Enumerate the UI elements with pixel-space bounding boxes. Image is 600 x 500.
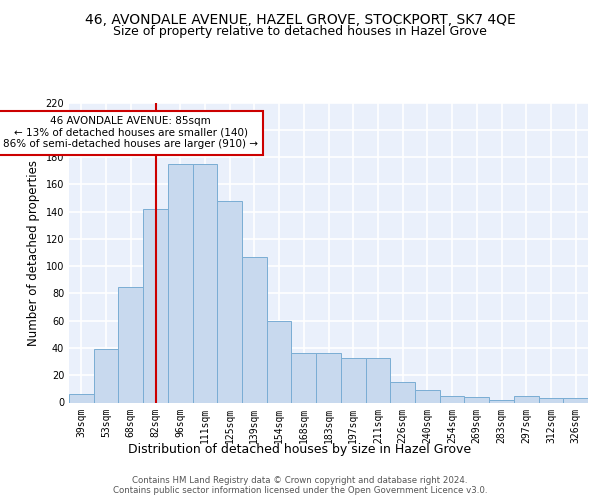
- Bar: [193, 164, 217, 402]
- Y-axis label: Number of detached properties: Number of detached properties: [27, 160, 40, 346]
- Bar: [365, 358, 390, 403]
- Text: 46 AVONDALE AVENUE: 85sqm
← 13% of detached houses are smaller (140)
86% of semi: 46 AVONDALE AVENUE: 85sqm ← 13% of detac…: [3, 116, 258, 150]
- Bar: [390, 382, 415, 402]
- Bar: [168, 164, 193, 402]
- Text: Distribution of detached houses by size in Hazel Grove: Distribution of detached houses by size …: [128, 442, 472, 456]
- Bar: [69, 394, 94, 402]
- Bar: [217, 200, 242, 402]
- Text: Contains HM Land Registry data © Crown copyright and database right 2024.
Contai: Contains HM Land Registry data © Crown c…: [113, 476, 487, 495]
- Bar: [539, 398, 563, 402]
- Bar: [489, 400, 514, 402]
- Bar: [242, 256, 267, 402]
- Text: Size of property relative to detached houses in Hazel Grove: Size of property relative to detached ho…: [113, 25, 487, 38]
- Bar: [440, 396, 464, 402]
- Text: 46, AVONDALE AVENUE, HAZEL GROVE, STOCKPORT, SK7 4QE: 46, AVONDALE AVENUE, HAZEL GROVE, STOCKP…: [85, 12, 515, 26]
- Bar: [341, 358, 365, 403]
- Bar: [415, 390, 440, 402]
- Bar: [267, 320, 292, 402]
- Bar: [563, 398, 588, 402]
- Bar: [292, 354, 316, 403]
- Bar: [118, 286, 143, 403]
- Bar: [94, 350, 118, 403]
- Bar: [316, 354, 341, 403]
- Bar: [464, 397, 489, 402]
- Bar: [143, 209, 168, 402]
- Bar: [514, 396, 539, 402]
